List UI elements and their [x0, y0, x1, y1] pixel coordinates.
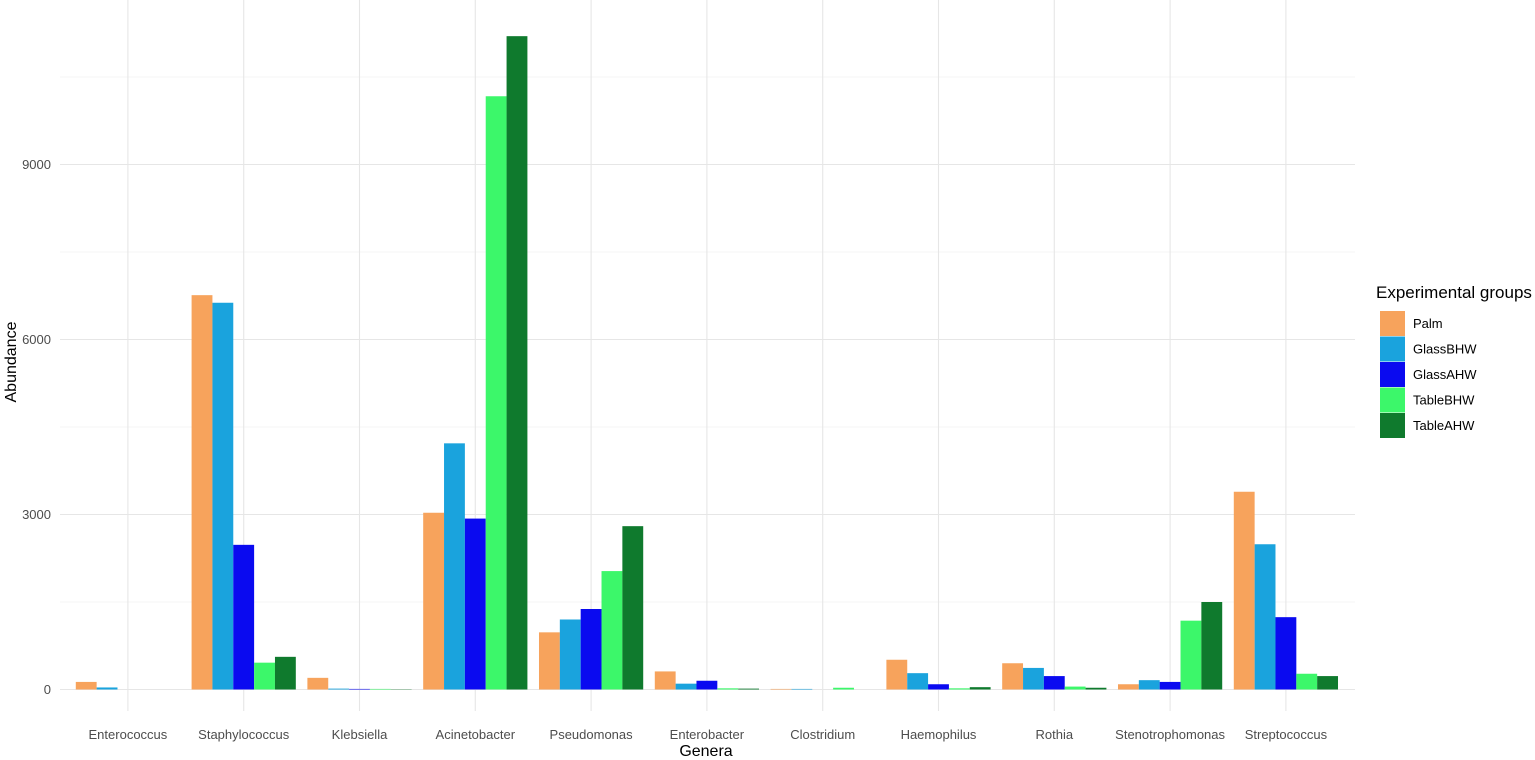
x-tick-label: Enterococcus [89, 727, 168, 742]
bar [1023, 667, 1044, 690]
bar [1180, 620, 1202, 690]
bar [212, 302, 234, 690]
bar [369, 688, 391, 690]
bar [580, 609, 602, 690]
bar [444, 443, 465, 690]
bar [969, 687, 991, 690]
bar [1117, 684, 1139, 690]
bar [654, 671, 676, 690]
bar [622, 526, 644, 690]
bar [1275, 617, 1297, 690]
x-tick-label: Klebsiella [332, 727, 388, 742]
bar [770, 688, 792, 690]
bar [948, 688, 970, 690]
bar [1254, 544, 1276, 690]
bar [1201, 602, 1223, 690]
legend-title: Experimental groups [1376, 283, 1532, 302]
bar [349, 688, 370, 690]
bar [464, 518, 486, 690]
bars [75, 36, 1339, 690]
bar [1002, 663, 1024, 690]
bar [485, 96, 507, 690]
x-tick-label: Streptococcus [1245, 727, 1328, 742]
bar [886, 659, 908, 690]
bar [1159, 681, 1181, 690]
bar [1064, 686, 1086, 690]
bar [928, 684, 949, 690]
bar [1296, 673, 1318, 690]
y-tick-label: 6000 [22, 332, 51, 347]
bar [833, 687, 854, 690]
bar [1317, 676, 1339, 690]
legend-swatch [1380, 311, 1405, 336]
bar [328, 688, 350, 690]
legend-label: GlassBHW [1413, 342, 1477, 357]
bar [1233, 491, 1255, 690]
legend-items: Palm GlassBHW GlassAHW TableBHW TableAHW [1380, 311, 1477, 438]
x-tick-label: Haemophilus [901, 727, 977, 742]
bar [791, 688, 813, 690]
bar [538, 632, 560, 690]
bar [307, 677, 329, 690]
bar [907, 673, 929, 690]
legend: Experimental groups Palm GlassBHW GlassAHW… [1376, 283, 1532, 438]
x-tick-label: Acinetobacter [436, 727, 516, 742]
grid [60, 0, 1355, 711]
x-axis-title: Genera [679, 743, 732, 760]
bar [96, 687, 118, 690]
bar [675, 683, 697, 690]
y-axis-title: Abundance [3, 321, 20, 402]
bar [1138, 680, 1160, 690]
legend-label: TableAHW [1413, 418, 1475, 433]
x-tick-label: Pseudomonas [550, 727, 634, 742]
bar [233, 544, 255, 690]
legend-swatch [1380, 413, 1405, 438]
bar [559, 619, 581, 690]
y-tick-label: 3000 [22, 507, 51, 522]
legend-label: TableBHW [1413, 393, 1475, 408]
bar [75, 681, 97, 690]
y-tick-label: 0 [44, 682, 51, 697]
bar [696, 680, 718, 690]
x-tick-label: Clostridium [790, 727, 855, 742]
bar [423, 512, 445, 690]
bar [1043, 676, 1065, 690]
bar [717, 688, 739, 690]
x-tick-label: Stenotrophomonas [1115, 727, 1225, 742]
x-tick-label: Staphylococcus [198, 727, 290, 742]
legend-label: GlassAHW [1413, 367, 1477, 382]
legend-swatch [1380, 387, 1405, 413]
bar [601, 571, 623, 690]
legend-swatch [1380, 362, 1405, 387]
legend-swatch [1380, 336, 1405, 362]
legend-label: Palm [1413, 316, 1443, 331]
y-axis-ticks: 0 3000 6000 9000 [22, 157, 51, 697]
bar [1085, 687, 1107, 690]
bar [506, 36, 528, 690]
bar [738, 688, 760, 690]
bar [274, 656, 296, 690]
bar [254, 662, 275, 690]
x-tick-label: Rothia [1036, 727, 1074, 742]
x-tick-label: Enterobacter [670, 727, 745, 742]
y-tick-label: 9000 [22, 157, 51, 172]
bar [191, 295, 213, 690]
x-axis-ticks: Enterococcus Staphylococcus Klebsiella Acin… [89, 727, 1328, 742]
